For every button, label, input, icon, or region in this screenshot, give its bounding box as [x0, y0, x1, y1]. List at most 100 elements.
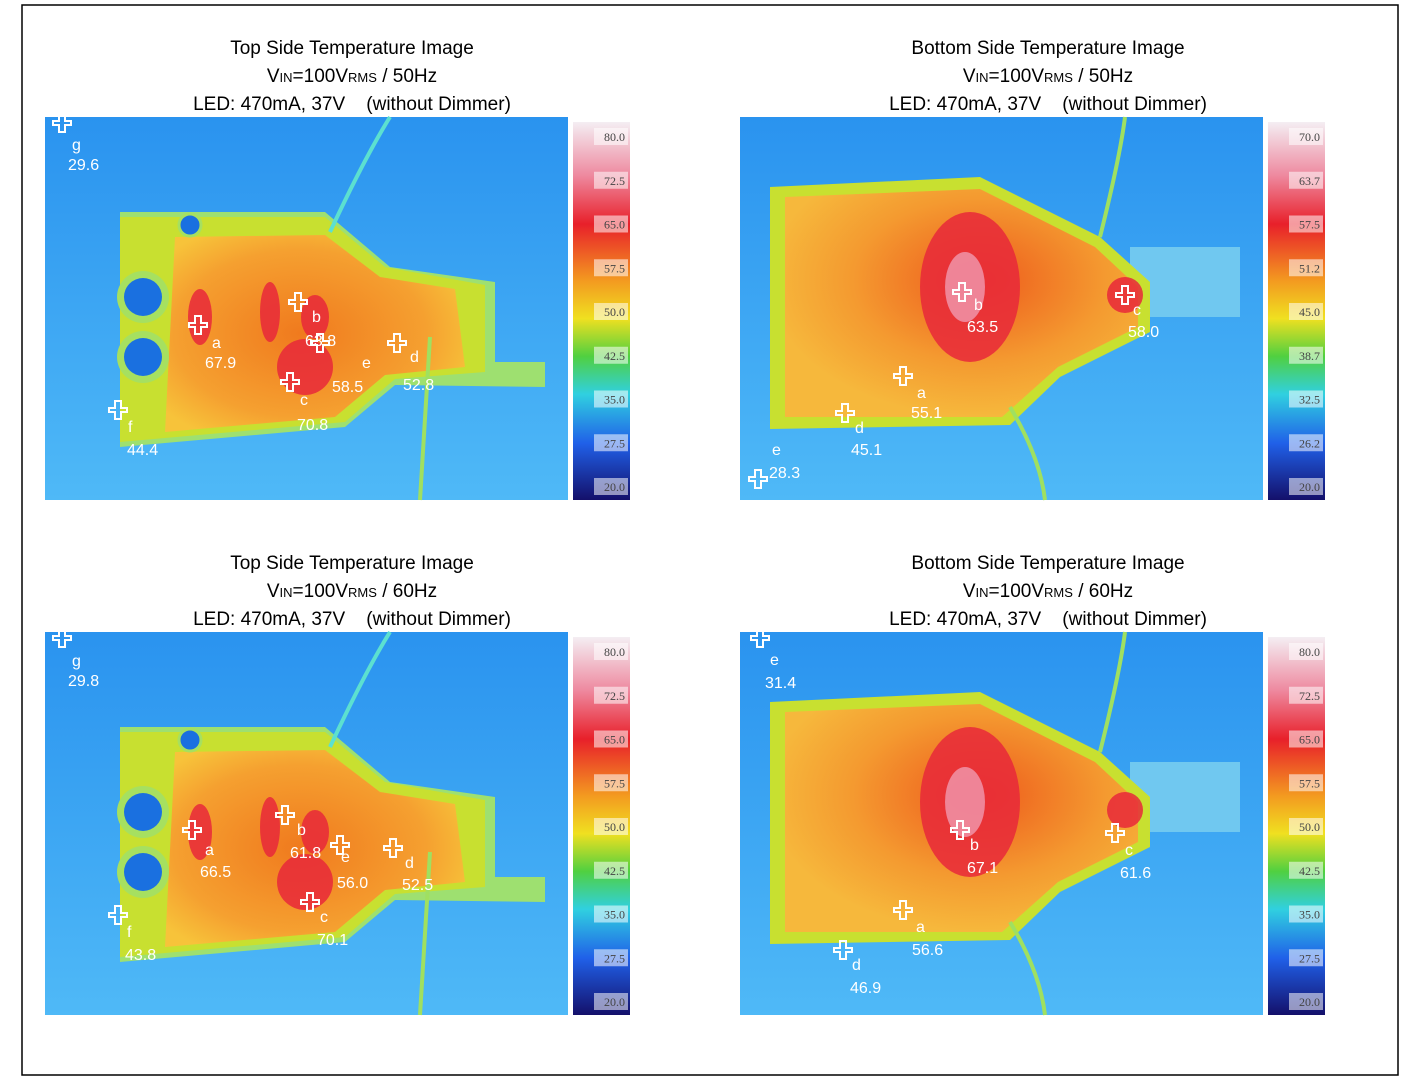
wire — [1008, 405, 1047, 501]
scale-label-bg — [594, 390, 628, 408]
marker-value: 61.8 — [290, 845, 321, 862]
panel-led: LED: 470mA, 37V (without Dimmer) — [193, 609, 511, 630]
scale-label-bg — [594, 949, 628, 967]
scale-label-bg — [1289, 128, 1323, 145]
input-text: / 50Hz — [377, 66, 437, 87]
scale-label-bg — [594, 171, 628, 189]
scale-label-bg — [1289, 993, 1323, 1010]
hot-spot — [260, 797, 280, 857]
scale-label-bg — [594, 993, 628, 1010]
wire — [418, 851, 432, 1016]
thermal-panel: Bottom Side Temperature Image VIN=100VRMS… — [740, 38, 1325, 501]
scale-label: 20.0 — [604, 995, 625, 1009]
scale-label-bg — [1289, 730, 1323, 748]
input-text: V — [963, 66, 976, 87]
scale-label-bg — [1289, 905, 1323, 923]
panel-title: Bottom Side Temperature Image — [911, 38, 1184, 59]
marker-value: 46.9 — [850, 980, 881, 997]
marker-label: a — [917, 385, 926, 402]
scale-label-bg — [1289, 346, 1323, 364]
scale-label: 63.7 — [1299, 174, 1320, 188]
scale-label-bg — [594, 478, 628, 495]
marker-label: d — [852, 957, 861, 974]
scale-label-bg — [594, 905, 628, 923]
scale-label: 42.5 — [1299, 864, 1320, 878]
scale-label-bg — [594, 686, 628, 704]
wire — [1098, 631, 1127, 753]
panel-led: LED: 470mA, 37V (without Dimmer) — [889, 94, 1207, 115]
marker-label: f — [128, 419, 133, 436]
scale-label-bg — [594, 346, 628, 364]
scale-label-bg — [594, 259, 628, 277]
scale-label-bg — [594, 774, 628, 792]
scale-label-bg — [594, 434, 628, 452]
scale-label: 42.5 — [604, 349, 625, 363]
scale-label: 72.5 — [604, 174, 625, 188]
panel-title: Bottom Side Temperature Image — [911, 553, 1184, 574]
scale-label: 26.2 — [1299, 436, 1320, 450]
marker-label: b — [312, 309, 321, 326]
scale-label: 50.0 — [1299, 820, 1320, 834]
scale-label: 72.5 — [1299, 689, 1320, 703]
scale-label-bg — [1289, 434, 1323, 452]
scale-label-bg — [594, 128, 628, 145]
marker-value: 31.4 — [765, 675, 796, 692]
hole — [124, 338, 162, 376]
marker-label: g — [72, 653, 81, 670]
panel-input: VIN=100VRMS / 50Hz — [963, 66, 1133, 87]
wire — [1008, 920, 1047, 1016]
marker-label: c — [320, 909, 328, 926]
marker-label: f — [127, 924, 132, 941]
subscript: IN — [976, 585, 989, 600]
connector — [1130, 247, 1240, 317]
subscript: IN — [280, 70, 293, 85]
marker-value: 67.9 — [205, 355, 236, 372]
scale-label: 70.0 — [1299, 130, 1320, 144]
marker-label: a — [205, 842, 214, 859]
scale-label-bg — [594, 861, 628, 879]
scale-label: 50.0 — [604, 820, 625, 834]
scale-label: 80.0 — [1299, 645, 1320, 659]
panel-input: VIN=100VRMS / 60Hz — [963, 581, 1133, 602]
marker-value: 58.5 — [332, 379, 363, 396]
input-text: V — [963, 581, 976, 602]
scale-label: 65.0 — [1299, 733, 1320, 747]
marker-value: 70.1 — [317, 932, 348, 949]
marker-value: 56.0 — [337, 875, 368, 892]
marker-label: c — [300, 392, 308, 409]
marker-value: 28.3 — [769, 465, 800, 482]
wire — [328, 115, 392, 233]
marker-label: d — [410, 349, 419, 366]
hot-spot — [1107, 277, 1143, 313]
hole-small — [177, 727, 203, 753]
scale-label: 57.5 — [1299, 776, 1320, 790]
hot-spot — [260, 282, 280, 342]
hot-spot — [945, 767, 985, 837]
scale-label: 57.5 — [604, 776, 625, 790]
scale-label: 35.0 — [1299, 908, 1320, 922]
scale-label-bg — [1289, 861, 1323, 879]
scale-label: 45.0 — [1299, 305, 1320, 319]
scale-label: 42.5 — [604, 864, 625, 878]
input-text: / 60Hz — [1073, 581, 1133, 602]
marker-label: b — [974, 297, 983, 314]
thermal-panel: Bottom Side Temperature Image VIN=100VRMS… — [740, 553, 1325, 1016]
marker-label: c — [1133, 302, 1141, 319]
wire — [328, 630, 392, 748]
marker-label: e — [772, 442, 781, 459]
input-text: / 60Hz — [377, 581, 437, 602]
marker-label: d — [405, 855, 414, 872]
subscript: RMS — [348, 585, 377, 600]
hot-spot — [301, 810, 329, 854]
thermal-panel: Top Side Temperature Image VIN=100VRMS / … — [45, 38, 630, 501]
scale-label: 20.0 — [604, 480, 625, 494]
scale-label-bg — [1289, 171, 1323, 189]
marker-value: 67.1 — [967, 860, 998, 877]
hole-small — [177, 212, 203, 238]
scale-label: 35.0 — [604, 908, 625, 922]
marker-value: 58.0 — [1128, 324, 1159, 341]
marker-value: 63.8 — [305, 333, 336, 350]
subscript: RMS — [1044, 585, 1073, 600]
marker-value: 52.8 — [403, 377, 434, 394]
hole — [124, 853, 162, 891]
